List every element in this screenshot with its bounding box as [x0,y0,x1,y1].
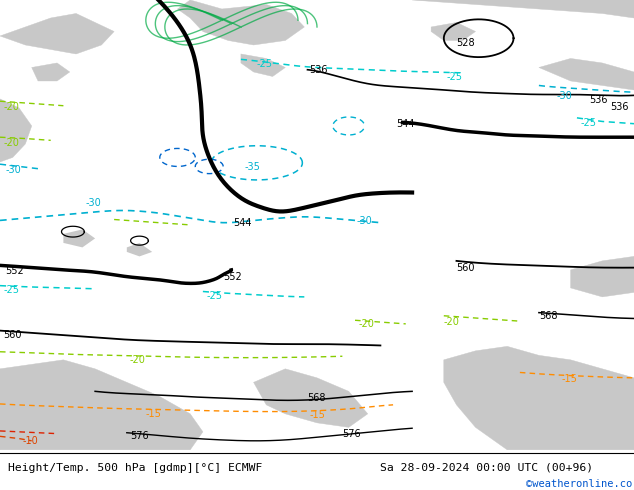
Text: 568: 568 [539,311,557,321]
Text: -15: -15 [309,410,325,420]
Text: -25: -25 [257,59,273,69]
Text: 560: 560 [456,263,475,273]
Text: Sa 28-09-2024 00:00 UTC (00+96): Sa 28-09-2024 00:00 UTC (00+96) [380,463,593,473]
Text: -20: -20 [3,102,19,112]
Polygon shape [539,58,634,90]
Text: -30: -30 [557,91,573,101]
Polygon shape [127,243,152,256]
Text: -25: -25 [447,72,463,82]
Text: 560: 560 [3,330,22,340]
Text: 536: 536 [309,65,328,75]
Text: 576: 576 [130,431,148,441]
Text: -30: -30 [86,198,101,208]
Text: 544: 544 [233,218,252,228]
Text: 528: 528 [456,38,476,48]
Text: Height/Temp. 500 hPa [gdmp][°C] ECMWF: Height/Temp. 500 hPa [gdmp][°C] ECMWF [8,463,262,473]
Text: -15: -15 [146,410,162,419]
Text: 552: 552 [5,267,24,276]
Polygon shape [0,99,32,162]
Text: -20: -20 [358,319,374,329]
Polygon shape [32,63,70,81]
Text: -20: -20 [130,355,146,366]
Text: -25: -25 [3,285,19,295]
Text: -25: -25 [206,291,222,301]
Text: -35: -35 [244,162,260,172]
Text: -10: -10 [22,437,38,446]
Polygon shape [178,0,304,45]
Text: 536: 536 [590,95,608,104]
Text: -20: -20 [3,138,19,148]
Text: -30: -30 [5,165,21,175]
Text: 536: 536 [610,102,628,112]
Polygon shape [0,14,114,54]
Text: 576: 576 [342,429,361,439]
Text: 568: 568 [307,393,326,403]
Polygon shape [431,23,476,41]
Text: -20: -20 [444,317,460,327]
Polygon shape [241,54,285,76]
Polygon shape [412,0,634,18]
Polygon shape [444,346,634,450]
Text: -30: -30 [356,216,372,226]
Text: 552: 552 [223,272,242,282]
Text: ©weatheronline.co.uk: ©weatheronline.co.uk [526,479,634,489]
Polygon shape [571,256,634,297]
Text: -15: -15 [561,374,577,384]
Text: -25: -25 [580,118,596,128]
Text: 544: 544 [396,119,415,129]
Polygon shape [63,229,95,247]
Polygon shape [254,369,368,427]
Polygon shape [0,360,203,450]
